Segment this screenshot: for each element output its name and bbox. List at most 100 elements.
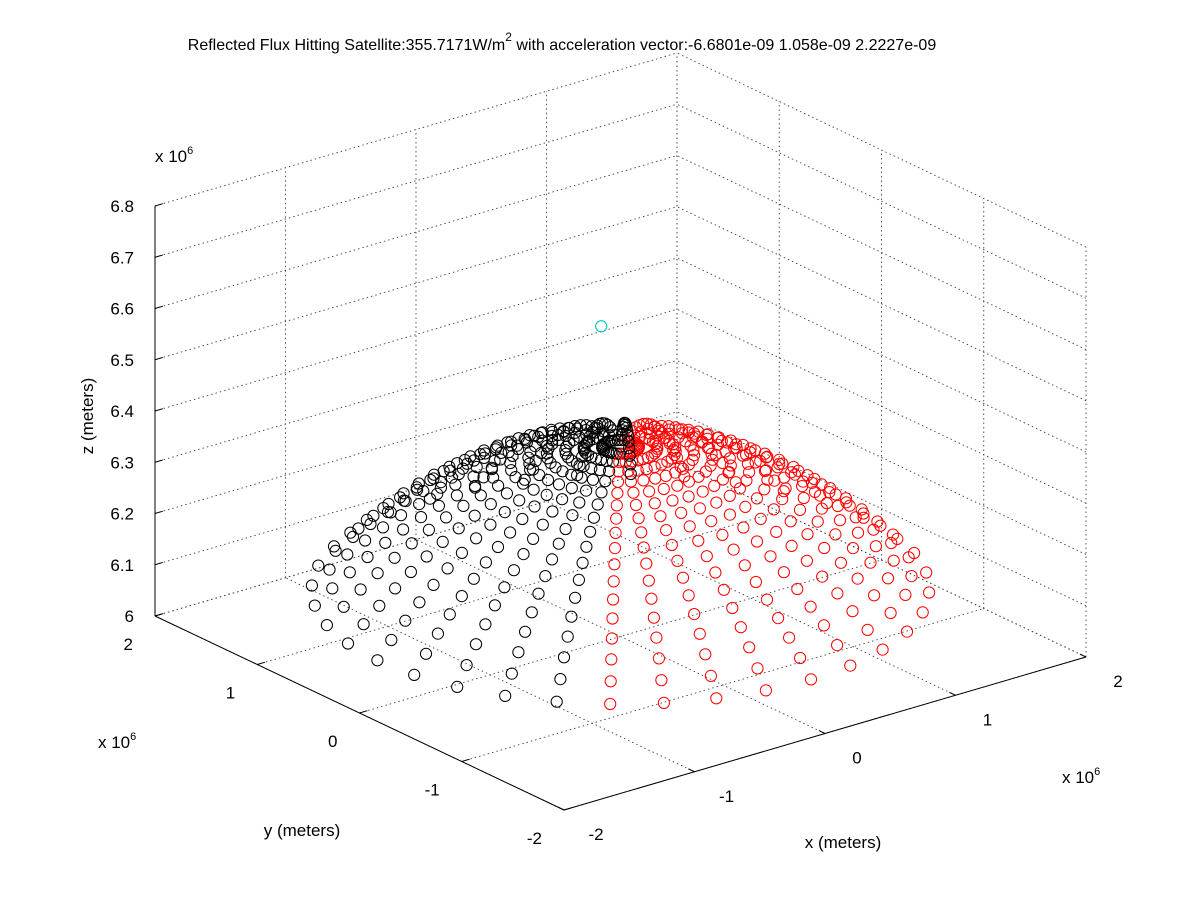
- surface-point: [624, 458, 637, 471]
- surface-point: [621, 425, 634, 438]
- surface-point: [568, 420, 582, 433]
- surface-point: [384, 506, 397, 519]
- surface-point: [545, 553, 559, 566]
- chart-title: Reflected Flux Hitting Satellite:355.717…: [188, 30, 937, 54]
- surface-point: [710, 692, 723, 705]
- surface-point: [423, 492, 437, 505]
- surface-point: [754, 454, 767, 468]
- z-tick-mark: [154, 254, 163, 258]
- surface-point: [460, 659, 473, 672]
- surface-point: [308, 599, 321, 612]
- surface-point: [420, 550, 433, 563]
- title-suffix: with acceleration vector:-6.6801e-09 1.0…: [512, 37, 936, 54]
- surface-point: [498, 581, 511, 594]
- grid-line-y-floor: [257, 511, 780, 665]
- grid-line-z-side: [676, 411, 1087, 607]
- surface-point: [505, 464, 518, 477]
- surface-point: [354, 583, 367, 596]
- surface-point: [604, 697, 617, 711]
- surface-point: [666, 494, 679, 507]
- surface-point: [688, 608, 701, 621]
- surface-point: [868, 589, 881, 602]
- surface-point: [485, 461, 498, 474]
- surface-point: [397, 487, 410, 500]
- surface-point: [704, 459, 717, 472]
- z-tick-mark: [154, 408, 163, 412]
- surface-point: [654, 510, 667, 523]
- surface-point: [610, 447, 623, 460]
- x-tick-mark: [557, 806, 565, 811]
- grid-line-z-side: [676, 103, 1087, 299]
- surface-point: [575, 471, 588, 484]
- surface-point: [504, 526, 517, 539]
- data-points: [305, 320, 936, 711]
- surface-point: [682, 458, 696, 471]
- surface-point: [797, 475, 810, 488]
- surface-point: [733, 482, 747, 495]
- z-tick-label: 6.2: [110, 505, 134, 524]
- surface-point: [614, 440, 627, 453]
- surface-point: [581, 436, 594, 449]
- surface-point: [608, 558, 621, 571]
- surface-point: [709, 566, 722, 579]
- surface-point: [505, 439, 518, 452]
- surface-point: [641, 417, 654, 430]
- x-tick-mark: [949, 691, 956, 696]
- surface-point: [760, 593, 774, 606]
- surface-point: [650, 631, 663, 644]
- surface-point: [773, 453, 786, 466]
- surface-point: [759, 684, 773, 697]
- surface-point: [408, 668, 421, 682]
- surface-point: [513, 494, 526, 507]
- surface-point: [864, 556, 877, 569]
- surface-point: [506, 449, 519, 462]
- surface-point: [505, 667, 518, 680]
- surface-point: [660, 524, 673, 537]
- surface-point: [723, 508, 737, 521]
- surface-point: [412, 477, 425, 490]
- surface-point: [723, 452, 736, 465]
- z-tick-label: 6: [125, 607, 134, 626]
- x-tick-mark: [1079, 653, 1087, 658]
- x-scale-label: x 106: [1062, 766, 1100, 787]
- surface-point: [417, 485, 430, 498]
- surface-point: [609, 526, 622, 540]
- surface-point: [648, 420, 661, 433]
- z-tick-label: 6.6: [110, 300, 134, 319]
- axes: [154, 203, 1087, 811]
- surface-point: [669, 421, 682, 434]
- surface-point: [470, 532, 483, 545]
- surface-point: [529, 454, 542, 467]
- surface-point: [749, 575, 763, 589]
- surface-point: [717, 583, 731, 596]
- surface-point: [440, 511, 453, 524]
- surface-point: [652, 423, 665, 436]
- surface-point: [817, 619, 831, 632]
- surface-point: [492, 479, 505, 492]
- surface-point: [749, 456, 762, 469]
- surface-point: [494, 453, 507, 466]
- grid-line-x-floor: [415, 539, 826, 734]
- surface-point: [624, 467, 637, 481]
- x-tick-label: 0: [852, 749, 861, 768]
- surface-point: [831, 587, 844, 600]
- surface-point: [405, 537, 418, 550]
- surface-point: [630, 437, 643, 450]
- surface-point: [488, 599, 501, 612]
- surface-point: [679, 435, 692, 448]
- surface-point: [525, 606, 538, 619]
- surface-point: [467, 572, 480, 585]
- surface-point: [785, 539, 798, 553]
- surface-point: [652, 652, 666, 665]
- surface-point: [443, 608, 456, 621]
- grid-line-z-back: [154, 257, 678, 412]
- y-axis-label: y (meters): [264, 821, 341, 840]
- surface-point: [623, 442, 636, 455]
- surface-point: [777, 485, 790, 498]
- surface-point: [509, 471, 522, 484]
- grid-lines: [154, 52, 1087, 811]
- surface-point: [581, 448, 595, 461]
- surface-point: [605, 632, 619, 645]
- surface-point: [610, 512, 623, 525]
- surface-point: [512, 646, 525, 659]
